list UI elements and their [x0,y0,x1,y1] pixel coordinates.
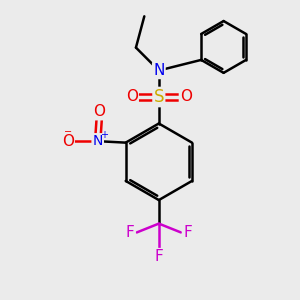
Text: S: S [154,88,164,106]
Text: +: + [100,130,108,140]
Text: O: O [126,89,138,104]
Text: O: O [180,89,192,104]
Text: N: N [153,63,164,78]
Text: O: O [62,134,74,149]
Text: F: F [154,249,163,264]
Text: F: F [126,225,135,240]
Text: N: N [92,134,103,148]
Text: −: − [64,127,72,137]
Text: O: O [93,104,105,119]
Text: F: F [183,225,192,240]
